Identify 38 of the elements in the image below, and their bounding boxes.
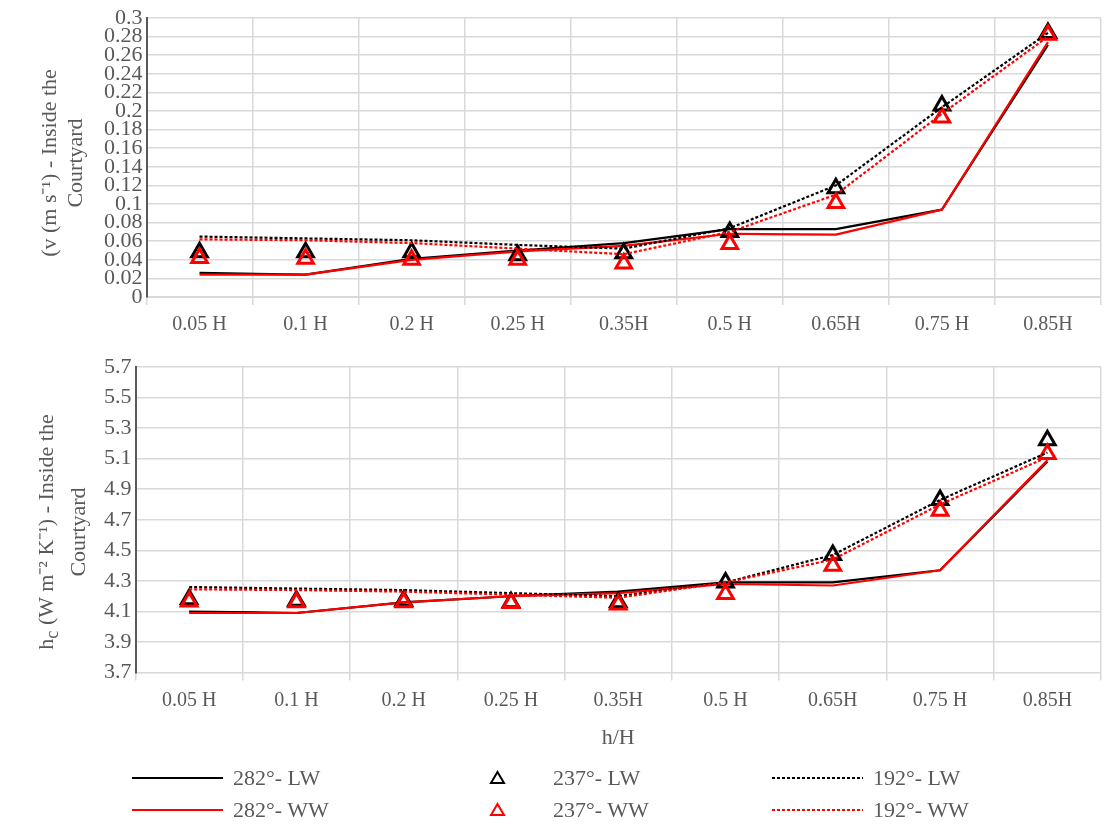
x-tick-label: 0.85H [1022, 687, 1073, 710]
x-tick-label: 0.5 H [703, 687, 748, 710]
x-tick-label: 0.25 H [483, 687, 539, 710]
y-tick-label: 3.7 [104, 658, 132, 684]
y-tick-label: 4.3 [104, 566, 132, 592]
x-tick-label: 0.1 H [283, 312, 328, 335]
legend-label: 237°- LW [553, 765, 641, 791]
y-axis-title: (v (m s⁻¹) - Inside the Courtyard [36, 69, 88, 257]
x-tick-label: 0.65H [811, 312, 861, 335]
y-tick-label: 4.5 [104, 536, 132, 562]
x-tick-label: 0.75 H [914, 312, 970, 335]
legend-label: 282°- LW [233, 765, 321, 791]
legend-label: 192°- WW [873, 797, 969, 823]
x-tick-label: 0.05 H [172, 312, 227, 335]
x-tick-label: 0.5 H [707, 312, 753, 335]
x-tick-label: 0.1 H [274, 687, 319, 710]
y-tick-label: 4.9 [104, 475, 132, 501]
x-tick-label: 0.2 H [381, 687, 426, 710]
y-tick-label: 3.9 [104, 627, 132, 653]
y-tick-label: 4.1 [104, 597, 132, 623]
x-tick-label: 0.25 H [490, 312, 545, 335]
y-tick-label: 5.1 [104, 444, 132, 470]
y-tick-label: 5.5 [104, 383, 132, 409]
legend-label: 282°- WW [233, 797, 329, 823]
x-tick-label: 0.05 H [161, 687, 217, 710]
legend-label: 192°- LW [873, 765, 961, 791]
x-tick-label: 0.75 H [912, 687, 968, 710]
x-tick-label: 0.85H [1023, 312, 1073, 335]
y-tick-label: 0.3 [115, 3, 143, 29]
y-tick-label: 5.3 [104, 413, 132, 439]
y-tick-label: 4.7 [104, 505, 132, 531]
x-tick-label: 0.35H [599, 312, 649, 335]
x-tick-label: 0.35H [593, 687, 643, 710]
x-tick-label: 0.2 H [389, 312, 434, 335]
y-tick-label: 5.7 [104, 352, 132, 378]
legend-label: 237°- WW [553, 797, 649, 823]
x-axis-title: h/H [601, 723, 635, 749]
x-tick-label: 0.65H [808, 687, 858, 710]
